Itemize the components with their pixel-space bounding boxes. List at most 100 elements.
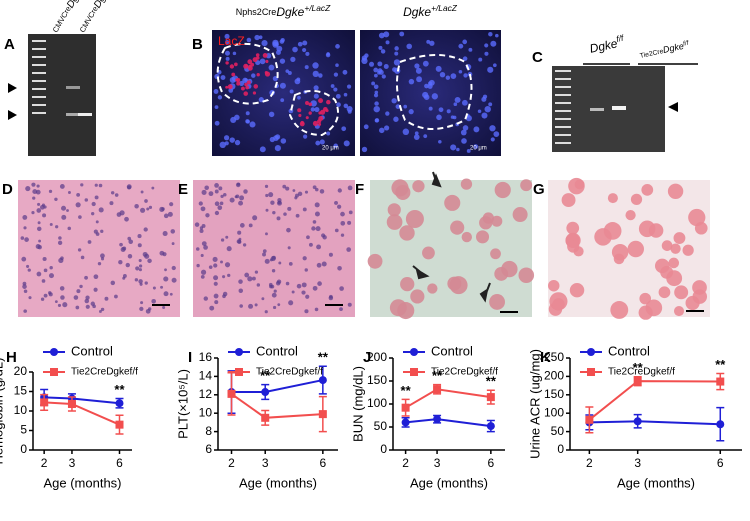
cell [278,261,282,265]
cell [247,276,253,282]
cell [269,136,275,143]
cell [160,285,164,289]
cell [625,210,636,221]
cell [641,183,654,196]
cell [548,279,560,292]
y-tick-label: 8 [205,424,212,438]
cell [518,267,535,284]
cell [399,31,405,37]
cell [147,258,152,264]
cell [201,189,207,195]
cell [645,299,663,317]
cell [296,283,302,289]
cell [314,211,320,217]
cell [256,283,261,287]
cell [427,283,438,294]
cell [48,292,53,297]
genotype-label: Dgke+/LacZ [403,3,458,19]
cell [220,75,226,80]
cell [340,233,345,237]
cell [214,189,219,194]
cell [339,286,344,291]
cell [252,215,258,221]
cell [394,51,399,56]
cell [330,84,335,88]
cell [335,63,339,67]
cell [287,71,292,75]
cell [151,298,156,304]
cell [346,247,352,252]
significance-label: ** [633,360,644,375]
arrows [412,171,491,303]
cell [275,50,281,55]
series-line [588,380,721,421]
legend-label: Control [608,343,650,358]
cell [225,40,230,45]
cell [319,189,325,194]
cell [248,303,254,309]
cell [118,260,123,265]
cell [297,108,302,113]
cell [285,186,290,191]
legend-marker [235,348,243,356]
cell [305,294,310,299]
panel-label: I [188,349,192,366]
cell [379,127,385,134]
cell [304,65,309,70]
cell [326,99,331,105]
cell [475,230,490,244]
cell [374,73,378,78]
cell [490,40,497,47]
cell [194,222,200,227]
gene-name: Dgke [65,0,86,10]
genotype: f/f [615,33,626,45]
cell [312,220,317,224]
cell [144,199,148,203]
cell [283,212,287,216]
cell [325,52,331,58]
cell [222,275,226,279]
x-tick-label: 3 [434,456,441,470]
cell [40,297,45,301]
cell [412,180,425,193]
cell [340,220,346,226]
cell [28,296,32,300]
cell [227,84,233,90]
cell [43,293,48,298]
cell [23,226,27,230]
cell [347,185,353,191]
arrowhead [668,102,678,112]
cell [79,284,83,289]
cell [303,134,308,139]
data-point [261,413,270,422]
cell [21,256,27,262]
cell [313,93,319,99]
cell [371,81,376,86]
x-tick-label: 3 [262,456,269,470]
cell [76,289,81,294]
cell [279,58,286,64]
cell [100,229,104,233]
cell [214,300,219,305]
gene-name: Dgke [92,0,113,10]
cell [333,87,338,92]
cell [335,44,340,49]
cell [308,111,312,115]
cell [238,200,244,206]
cell [228,88,234,93]
cell [76,193,81,197]
cell [444,194,461,211]
data-point [115,420,124,429]
panel-label: C [532,49,543,66]
cell [339,307,343,312]
cell [127,236,132,241]
x-axis-label: Age (months) [43,475,121,490]
cell [104,296,109,301]
data-point [318,410,327,419]
cell [261,297,265,301]
cell [54,197,58,202]
cell [460,129,467,136]
cell [403,104,408,109]
cell [265,193,269,198]
cell [279,39,285,44]
